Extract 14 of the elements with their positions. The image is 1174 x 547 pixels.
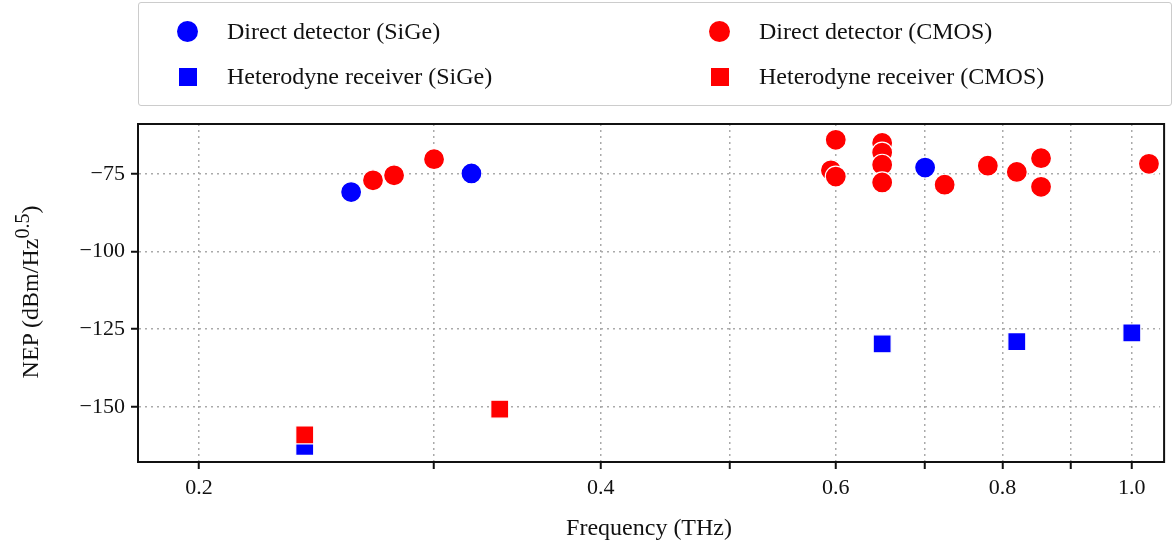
y-tick-label: −125 [79,315,125,341]
x-axis-title: Frequency (THz) [566,513,733,540]
legend-label: Direct detector (SiGe) [227,18,441,45]
y-tick-label: −150 [79,392,125,418]
y-tick-label: −100 [79,237,125,263]
x-tick-label: 0.4 [587,473,615,499]
legend-label: Direct detector (CMOS) [759,18,993,45]
legend-label: Heterodyne receiver (SiGe) [227,63,493,90]
x-tick-label: 0.6 [822,473,850,499]
legend-label: Heterodyne receiver (CMOS) [759,63,1045,90]
x-tick-label: 0.2 [185,473,213,499]
x-tick-label: 1.0 [1118,473,1146,499]
x-tick-label: 0.8 [988,473,1017,499]
y-tick-label: −75 [90,159,125,185]
